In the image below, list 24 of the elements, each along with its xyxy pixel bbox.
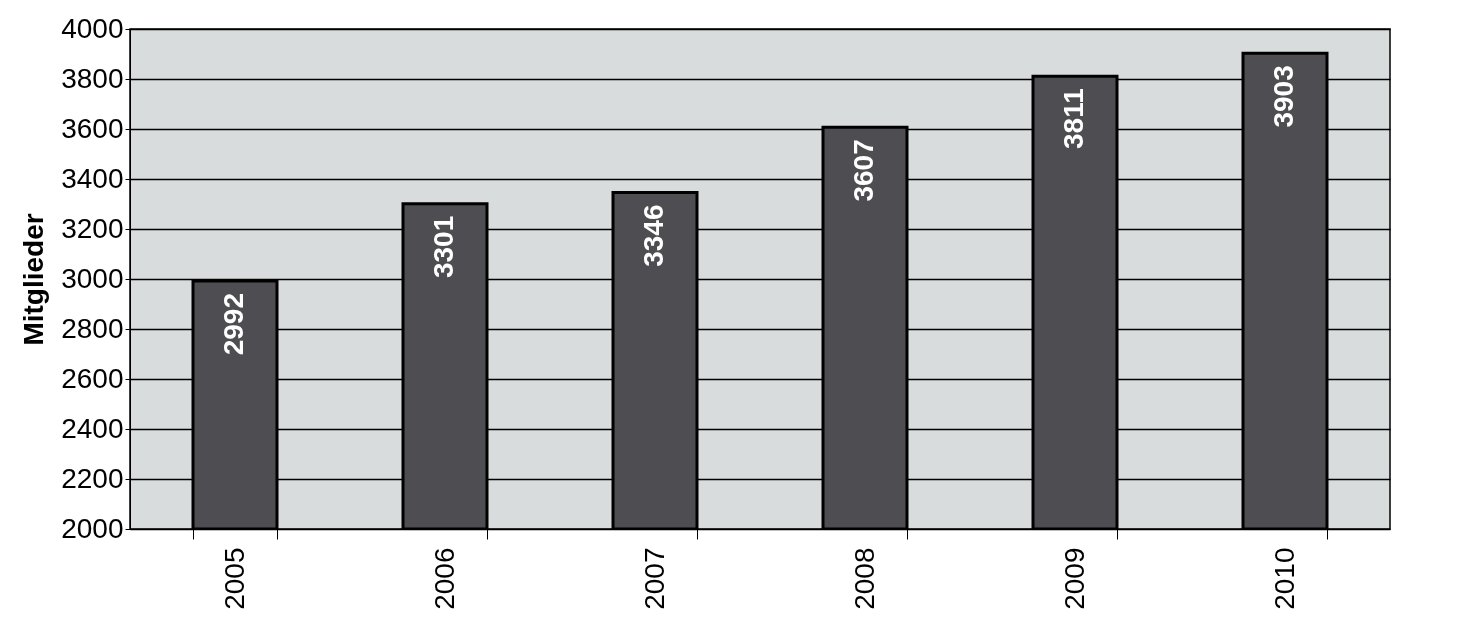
y-tick-label: 3000 [61,262,124,294]
data-label: 3346 [638,204,669,267]
y-axis-title: Mitglieder [18,213,50,346]
data-label: 3607 [848,139,879,202]
x-tick-label: 2010 [1268,547,1300,610]
y-tick-label: 4000 [61,12,124,44]
x-tick-label: 2005 [218,547,250,610]
y-tick-label: 3600 [61,112,124,144]
x-tick-label: 2007 [638,547,670,610]
y-tick-label: 3200 [61,212,124,244]
data-label: 3301 [428,215,459,279]
x-tick-label: 2006 [428,547,460,610]
y-tick-label: 2400 [61,412,124,444]
data-label: 3811 [1058,88,1089,149]
x-tick-label: 2009 [1058,547,1090,610]
y-tick-label: 2600 [61,362,124,394]
y-tick-label: 2000 [61,512,124,544]
y-tick-label: 3800 [61,62,124,94]
data-label: 3903 [1268,65,1299,128]
y-tick-label: 3400 [61,162,124,194]
data-label: 2992 [218,293,249,356]
y-tick-label: 2800 [61,312,124,344]
y-tick-label: 2200 [61,462,124,494]
x-tick-label: 2008 [848,547,880,610]
